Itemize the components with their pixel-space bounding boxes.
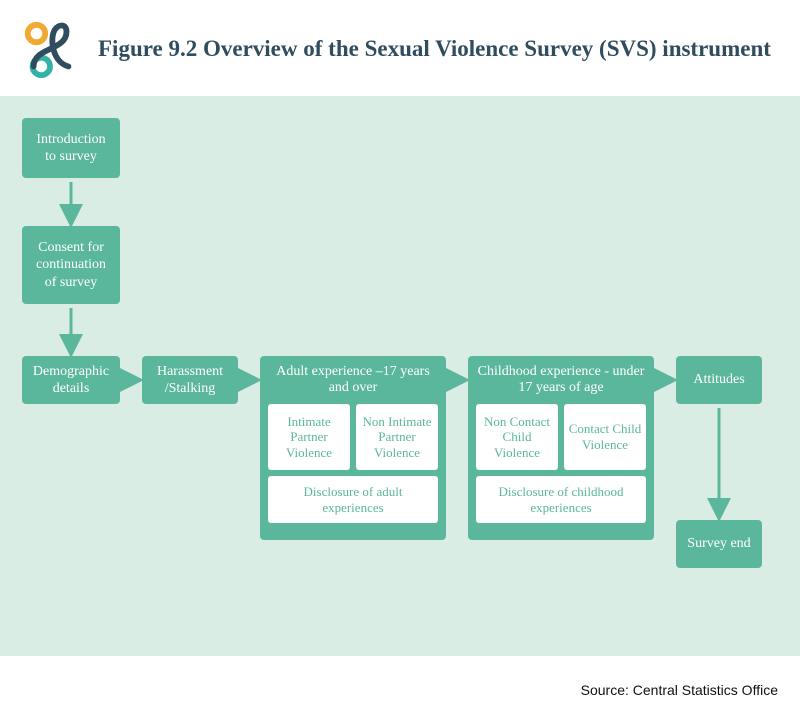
subbox-adult-0: Intimate Partner Violence (268, 404, 350, 470)
node-demo: Demographic details (22, 356, 120, 404)
header: Figure 9.2 Overview of the Sexual Violen… (0, 0, 800, 96)
flowchart-canvas: Introduction to survey Consent for contin… (0, 96, 800, 656)
node-intro: Introduction to survey (22, 118, 120, 178)
node-attitudes: Attitudes (676, 356, 762, 404)
group-title-child: Childhood experience - under 17 years of… (476, 362, 646, 398)
node-consent: Consent for continuation of survey (22, 226, 120, 304)
group-title-adult: Adult experience –17 years and over (268, 362, 438, 398)
subfull-adult: Disclosure of adult experiences (268, 476, 438, 523)
group-adult: Adult experience –17 years and over Intim… (260, 356, 446, 540)
source-attribution: Source: Central Statistics Office (581, 682, 778, 698)
group-child: Childhood experience - under 17 years of… (468, 356, 654, 540)
node-harass: Harassment /Stalking (142, 356, 238, 404)
figure-title: Figure 9.2 Overview of the Sexual Violen… (98, 35, 771, 64)
subbox-child-0: Non Contact Child Violence (476, 404, 558, 470)
subbox-adult-1: Non Intimate Partner Violence (356, 404, 438, 470)
logo (20, 18, 82, 80)
node-end: Survey end (676, 520, 762, 568)
subfull-child: Disclosure of childhood experiences (476, 476, 646, 523)
subbox-child-1: Contact Child Violence (564, 404, 646, 470)
